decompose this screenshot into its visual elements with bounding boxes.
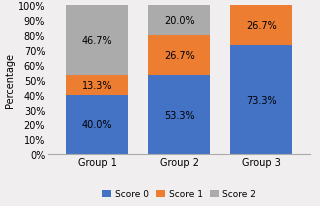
Text: 26.7%: 26.7% [164,51,195,61]
Text: 53.3%: 53.3% [164,110,195,120]
Text: 20.0%: 20.0% [164,16,195,26]
Text: 46.7%: 46.7% [82,36,113,46]
Bar [67,75,128,95]
Bar [67,95,128,154]
Text: 13.3%: 13.3% [82,80,112,90]
Y-axis label: Percentage: Percentage [5,53,15,108]
Legend: Score 0, Score 1, Score 2: Score 0, Score 1, Score 2 [99,186,260,202]
Text: 26.7%: 26.7% [246,21,276,31]
Bar [148,36,210,75]
Bar [230,6,292,46]
Text: 73.3%: 73.3% [246,95,276,105]
Bar [67,6,128,75]
Text: 40.0%: 40.0% [82,120,112,130]
Bar [148,6,210,36]
Bar [230,46,292,154]
Bar [148,75,210,154]
